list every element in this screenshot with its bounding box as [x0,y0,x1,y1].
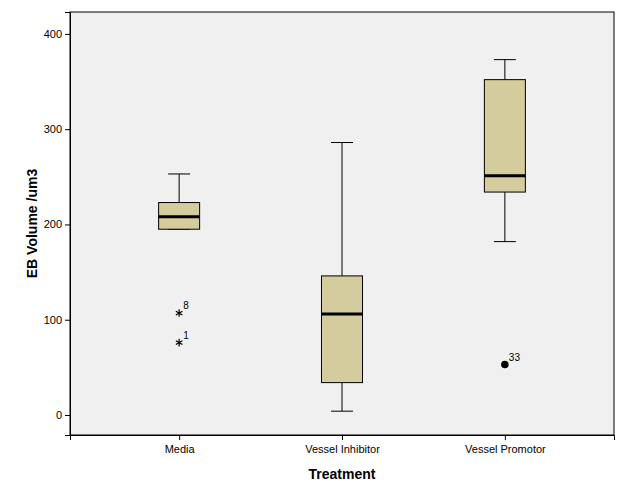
y-tick-mark [65,129,70,130]
x-tick-label: Vessel Inhibitor [305,443,380,455]
box [322,276,363,383]
y-tick: 0 [56,409,70,421]
x-tick-mark [179,435,180,440]
x-axis-title: Treatment [309,466,376,482]
median [322,313,363,316]
whisker-cap-low [331,411,353,412]
y-tick-label: 200 [44,218,62,230]
outlier-label: 1 [183,330,189,341]
whisker-high [504,60,505,80]
x-tick-mark [505,435,506,440]
y-tick: 200 [44,218,70,230]
y-axis-title: EB Volume /um3 [24,169,40,279]
y-tick-mark [65,34,70,35]
box [484,80,525,192]
y-tick-mark [65,224,70,225]
outlier [176,309,183,317]
boxes [159,60,526,412]
y-tick-mark [65,320,70,321]
box [159,203,200,230]
whisker-low [504,192,505,242]
x-tick: Vessel Promotor [465,435,546,455]
whisker-high [179,174,180,203]
x-tick-label: Vessel Promotor [465,443,546,455]
y-tick-mark [65,415,70,416]
x-tick: Media [165,435,196,455]
y-tick-label: 400 [44,28,62,40]
y-tick: 100 [44,314,70,326]
y-tick-label: 100 [44,314,62,326]
whisker-cap-low [494,241,516,242]
x-axis-line [71,436,615,441]
x-tick-mark [342,435,343,440]
outlier-label: 8 [183,300,189,311]
whisker-high [342,143,343,276]
x-axis: Media Vessel Inhibitor Vessel Promotor [71,435,615,455]
y-axis: 0 100 200 300 400 [44,13,71,436]
whisker-cap-high [331,142,353,143]
y-tick-label: 0 [56,409,62,421]
outlier [501,361,509,369]
y-tick: 300 [44,123,70,135]
outlier-label: 33 [509,352,521,363]
y-axis-line [65,13,71,436]
box-group [322,143,363,412]
median [484,174,525,177]
median [159,215,200,218]
x-tick: Vessel Inhibitor [305,435,380,455]
x-tick-label: Media [165,443,196,455]
y-tick-label: 300 [44,123,62,135]
outlier-labels: 8 1 33 [183,300,520,362]
box-group [484,60,525,369]
box-group [159,174,200,346]
whisker-cap-high [168,173,190,174]
whisker-cap-high [494,59,516,60]
outlier [176,339,183,347]
whisker-low [342,383,343,412]
y-tick: 400 [44,28,70,40]
plot-area [70,12,614,435]
chart: 0 100 200 300 400 Media Vessel Inhibitor Vessel… [0,0,627,502]
